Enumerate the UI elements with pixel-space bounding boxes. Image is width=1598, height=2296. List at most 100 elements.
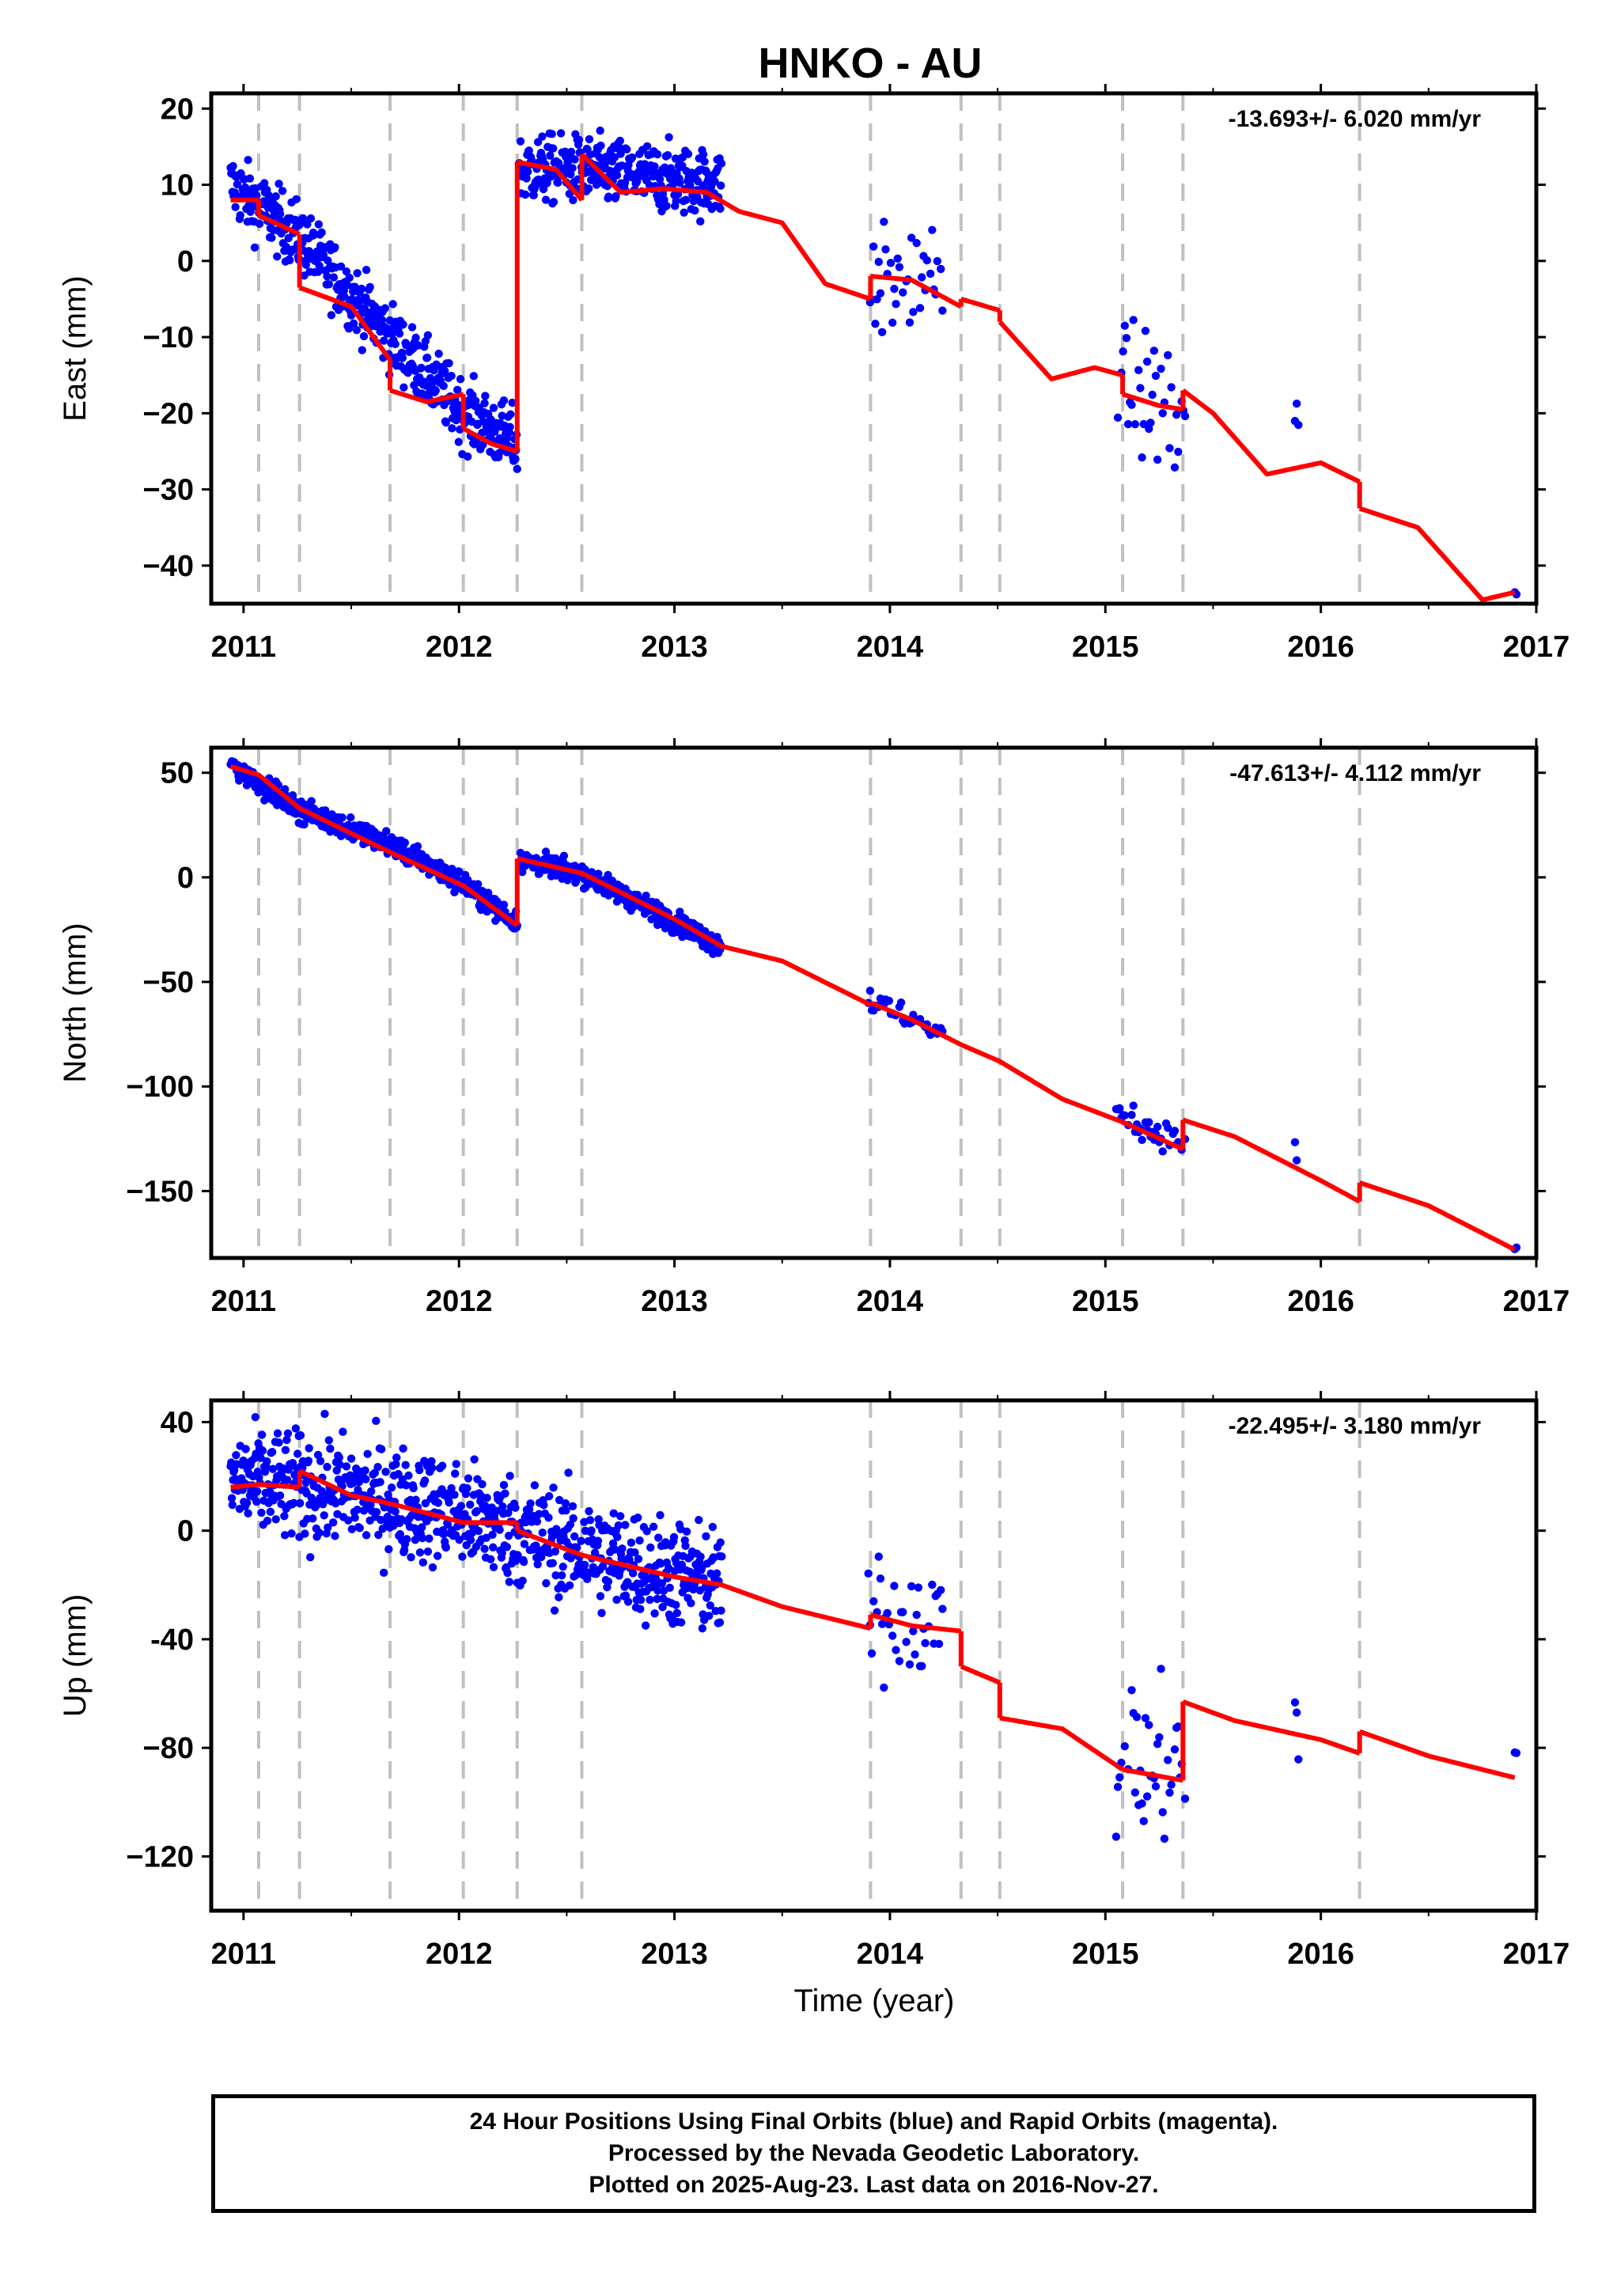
- data-point: [618, 1544, 627, 1553]
- x-axis-label: Time (year): [794, 1983, 955, 2018]
- data-point: [610, 153, 619, 162]
- data-point: [573, 1544, 581, 1552]
- data-point: [388, 300, 397, 309]
- data-point: [912, 238, 921, 248]
- data-point: [566, 170, 575, 179]
- data-point: [273, 252, 282, 261]
- x-tick-label: 2012: [426, 631, 493, 664]
- data-point: [365, 282, 374, 292]
- data-point: [472, 1506, 481, 1516]
- data-point: [434, 1498, 443, 1507]
- data-point: [636, 1605, 645, 1613]
- data-point: [281, 1445, 290, 1454]
- data-point: [267, 1448, 277, 1457]
- data-point: [672, 1608, 682, 1618]
- model-curve: [1358, 506, 1516, 603]
- data-point: [551, 1570, 560, 1580]
- data-point: [598, 1562, 608, 1570]
- y-axis-label: Up (mm): [58, 1594, 93, 1718]
- data-point: [899, 288, 907, 297]
- data-point: [489, 404, 498, 412]
- data-point: [447, 1483, 456, 1493]
- data-point: [415, 1548, 425, 1557]
- data-point: [905, 1660, 914, 1669]
- data-point: [342, 1462, 351, 1471]
- data-point: [454, 438, 463, 446]
- data-point: [382, 827, 391, 835]
- x-tick-label: 2013: [641, 1938, 708, 1971]
- data-point: [524, 146, 533, 155]
- data-point: [914, 1583, 923, 1592]
- y-tick-label: −150: [126, 1175, 194, 1208]
- model-curve: [257, 213, 301, 237]
- data-point: [323, 1462, 331, 1472]
- data-point: [542, 1578, 551, 1588]
- data-point: [366, 1487, 376, 1496]
- model-curve: [580, 152, 872, 301]
- data-point: [293, 1449, 302, 1458]
- data-point: [876, 289, 885, 297]
- data-point: [282, 1476, 292, 1484]
- data-point: [228, 1500, 237, 1510]
- data-point: [1142, 1792, 1152, 1801]
- data-point: [630, 1548, 639, 1557]
- data-point: [1142, 357, 1152, 366]
- data-point: [1155, 1733, 1164, 1741]
- data-point: [646, 1595, 654, 1605]
- data-point: [706, 1601, 714, 1610]
- data-point: [687, 1599, 695, 1608]
- y-tick-label: 50: [161, 757, 194, 790]
- data-point: [615, 136, 625, 146]
- data-point: [344, 1516, 353, 1525]
- data-point: [612, 171, 622, 180]
- data-point: [358, 346, 366, 354]
- data-point: [880, 1683, 888, 1692]
- data-point: [518, 1576, 527, 1586]
- data-point: [1294, 1755, 1303, 1764]
- data-point: [296, 1498, 305, 1508]
- model-curve: [229, 763, 519, 928]
- data-point: [612, 1595, 621, 1605]
- data-point: [696, 217, 705, 226]
- x-tick-label: 2015: [1072, 1938, 1139, 1971]
- data-point: [503, 1568, 512, 1578]
- data-point: [420, 1476, 430, 1485]
- data-point: [541, 195, 551, 204]
- data-point: [1292, 399, 1301, 408]
- data-point: [428, 1563, 437, 1572]
- data-point: [345, 273, 354, 282]
- model-curve: [869, 1000, 1124, 1124]
- data-point: [357, 284, 366, 294]
- data-point: [335, 1461, 344, 1469]
- data-point: [453, 385, 462, 395]
- data-point: [290, 1470, 299, 1480]
- data-point: [934, 1639, 944, 1649]
- data-point: [355, 1524, 364, 1533]
- data-point: [555, 1495, 564, 1505]
- data-point: [443, 1520, 453, 1529]
- data-point: [1151, 1782, 1161, 1791]
- data-point: [682, 1527, 691, 1536]
- model-curve: [1358, 1180, 1517, 1252]
- data-point: [1174, 1722, 1183, 1731]
- data-point: [636, 1595, 646, 1605]
- data-point: [1160, 1834, 1169, 1843]
- data-point: [1153, 1123, 1162, 1131]
- data-point: [511, 454, 520, 464]
- model-curve: [1121, 1120, 1184, 1152]
- x-tick-label: 2016: [1287, 1285, 1354, 1318]
- data-point: [566, 1520, 575, 1529]
- data-point: [363, 1449, 372, 1458]
- data-point: [428, 1464, 437, 1472]
- data-point: [716, 1538, 725, 1547]
- data-point: [252, 1487, 262, 1496]
- data-point: [609, 1509, 618, 1518]
- data-point: [492, 1506, 502, 1515]
- data-point: [384, 1544, 393, 1554]
- data-point: [380, 1568, 388, 1578]
- data-point: [342, 267, 351, 276]
- data-point: [612, 191, 620, 201]
- data-point: [653, 1594, 661, 1604]
- data-point: [625, 1555, 634, 1564]
- data-point: [271, 192, 280, 201]
